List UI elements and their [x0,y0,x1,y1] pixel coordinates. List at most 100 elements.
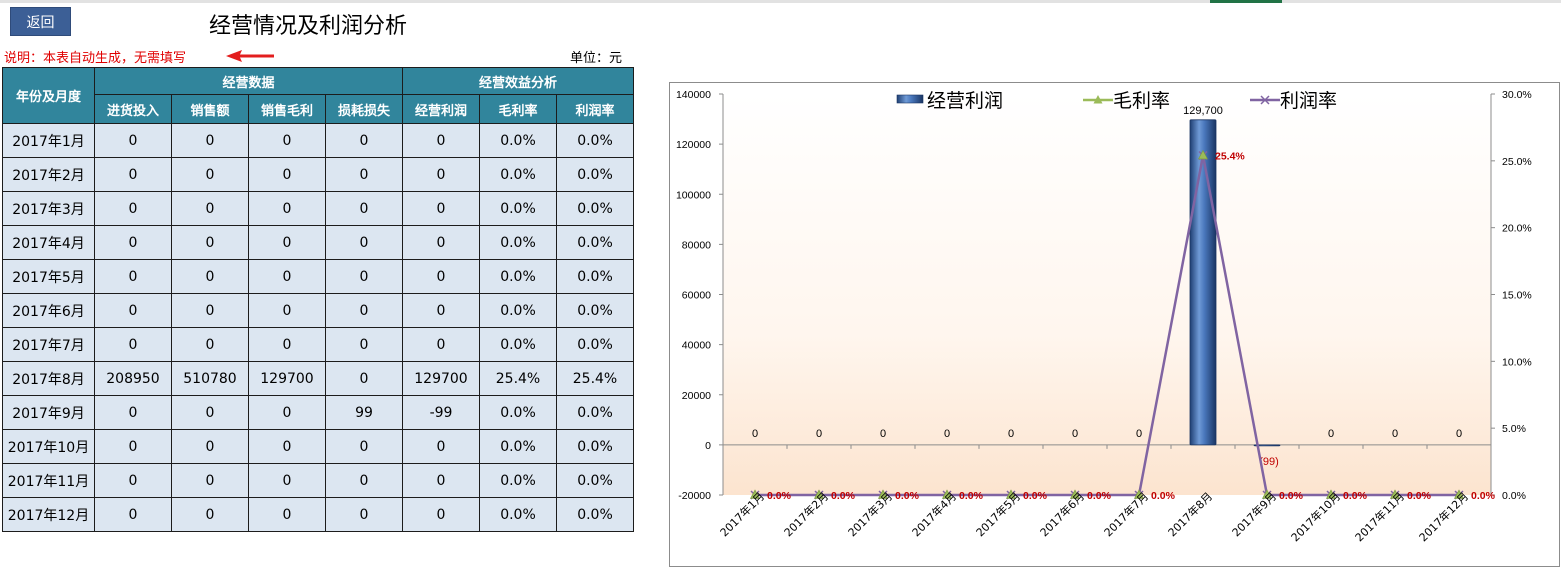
value-cell[interactable]: 0 [402,191,480,226]
value-cell[interactable]: 0 [171,157,249,192]
value-cell[interactable]: 0 [94,123,172,158]
value-cell[interactable]: 129700 [402,361,480,396]
value-cell[interactable]: 0.0% [479,157,557,192]
month-cell[interactable]: 2017年2月 [2,157,95,192]
value-cell[interactable]: 510780 [171,361,249,396]
bar-profit [1253,444,1281,447]
value-cell[interactable]: 0 [248,497,326,532]
month-cell[interactable]: 2017年9月 [2,395,95,430]
value-cell[interactable]: 0 [248,429,326,464]
gross-margin-data-label: 0.0% [767,490,792,502]
value-cell[interactable]: 0 [94,463,172,498]
value-cell[interactable]: 0 [248,157,326,192]
value-cell[interactable]: 0 [325,293,403,328]
value-cell[interactable]: 0 [325,497,403,532]
value-cell[interactable]: 0 [171,293,249,328]
value-cell[interactable]: 0 [325,225,403,260]
value-cell[interactable]: 0.0% [479,395,557,430]
value-cell[interactable]: -99 [402,395,480,430]
value-cell[interactable]: 0.0% [556,157,634,192]
value-cell[interactable]: 0.0% [556,225,634,260]
value-cell[interactable]: 0 [402,157,480,192]
value-cell[interactable]: 0.0% [479,259,557,294]
value-cell[interactable]: 0 [171,395,249,430]
value-cell[interactable]: 129700 [248,361,326,396]
value-cell[interactable]: 0 [171,225,249,260]
value-cell[interactable]: 0 [325,157,403,192]
value-cell[interactable]: 0.0% [556,191,634,226]
value-cell[interactable]: 0 [171,497,249,532]
value-cell[interactable]: 0.0% [479,429,557,464]
value-cell[interactable]: 0 [325,361,403,396]
value-cell[interactable]: 0 [402,463,480,498]
value-cell[interactable]: 0 [248,123,326,158]
value-cell[interactable]: 0 [402,293,480,328]
value-cell[interactable]: 0.0% [479,225,557,260]
value-cell[interactable]: 0.0% [479,497,557,532]
month-cell[interactable]: 2017年6月 [2,293,95,328]
value-cell[interactable]: 0 [171,429,249,464]
value-cell[interactable]: 0.0% [479,191,557,226]
value-cell[interactable]: 0 [94,395,172,430]
value-cell[interactable]: 25.4% [556,361,634,396]
value-cell[interactable]: 0 [171,191,249,226]
value-cell[interactable]: 0 [325,463,403,498]
value-cell[interactable]: 0.0% [556,259,634,294]
month-cell[interactable]: 2017年8月 [2,361,95,396]
value-cell[interactable]: 0 [94,327,172,362]
value-cell[interactable]: 0.0% [479,293,557,328]
value-cell[interactable]: 0.0% [556,463,634,498]
value-cell[interactable]: 0 [325,191,403,226]
value-cell[interactable]: 0 [94,225,172,260]
value-cell[interactable]: 0 [325,327,403,362]
month-cell[interactable]: 2017年4月 [2,225,95,260]
value-cell[interactable]: 0 [248,225,326,260]
month-cell[interactable]: 2017年1月 [2,123,95,158]
value-cell[interactable]: 0 [402,225,480,260]
value-cell[interactable]: 0 [94,259,172,294]
value-cell[interactable]: 0 [402,429,480,464]
value-cell[interactable]: 0 [248,293,326,328]
value-cell[interactable]: 0 [325,429,403,464]
value-cell[interactable]: 0 [171,259,249,294]
value-cell[interactable]: 0 [94,293,172,328]
value-cell[interactable]: 0.0% [556,429,634,464]
value-cell[interactable]: 0 [402,123,480,158]
value-cell[interactable]: 0.0% [556,395,634,430]
value-cell[interactable]: 0.0% [556,123,634,158]
value-cell[interactable]: 0.0% [556,497,634,532]
value-cell[interactable]: 0 [248,191,326,226]
value-cell[interactable]: 0.0% [479,327,557,362]
value-cell[interactable]: 99 [325,395,403,430]
value-cell[interactable]: 0 [248,259,326,294]
month-cell[interactable]: 2017年10月 [2,429,95,464]
value-cell[interactable]: 0 [402,497,480,532]
value-cell[interactable]: 25.4% [479,361,557,396]
month-cell[interactable]: 2017年11月 [2,463,95,498]
value-cell[interactable]: 0 [325,123,403,158]
value-cell[interactable]: 0 [402,327,480,362]
month-cell[interactable]: 2017年12月 [2,497,95,532]
back-button[interactable]: 返回 [10,7,71,36]
gross-margin-data-label: 0.0% [1343,490,1368,502]
value-cell[interactable]: 0 [248,327,326,362]
value-cell[interactable]: 0 [171,123,249,158]
value-cell[interactable]: 0.0% [479,123,557,158]
month-cell[interactable]: 2017年7月 [2,327,95,362]
month-cell[interactable]: 2017年5月 [2,259,95,294]
value-cell[interactable]: 0 [94,157,172,192]
value-cell[interactable]: 0 [94,497,172,532]
value-cell[interactable]: 0.0% [479,463,557,498]
value-cell[interactable]: 0 [248,463,326,498]
value-cell[interactable]: 0 [94,191,172,226]
value-cell[interactable]: 0 [402,259,480,294]
value-cell[interactable]: 0 [94,429,172,464]
value-cell[interactable]: 0.0% [556,327,634,362]
value-cell[interactable]: 0 [171,463,249,498]
month-cell[interactable]: 2017年3月 [2,191,95,226]
value-cell[interactable]: 0.0% [556,293,634,328]
value-cell[interactable]: 0 [325,259,403,294]
value-cell[interactable]: 0 [171,327,249,362]
value-cell[interactable]: 208950 [94,361,172,396]
value-cell[interactable]: 0 [248,395,326,430]
